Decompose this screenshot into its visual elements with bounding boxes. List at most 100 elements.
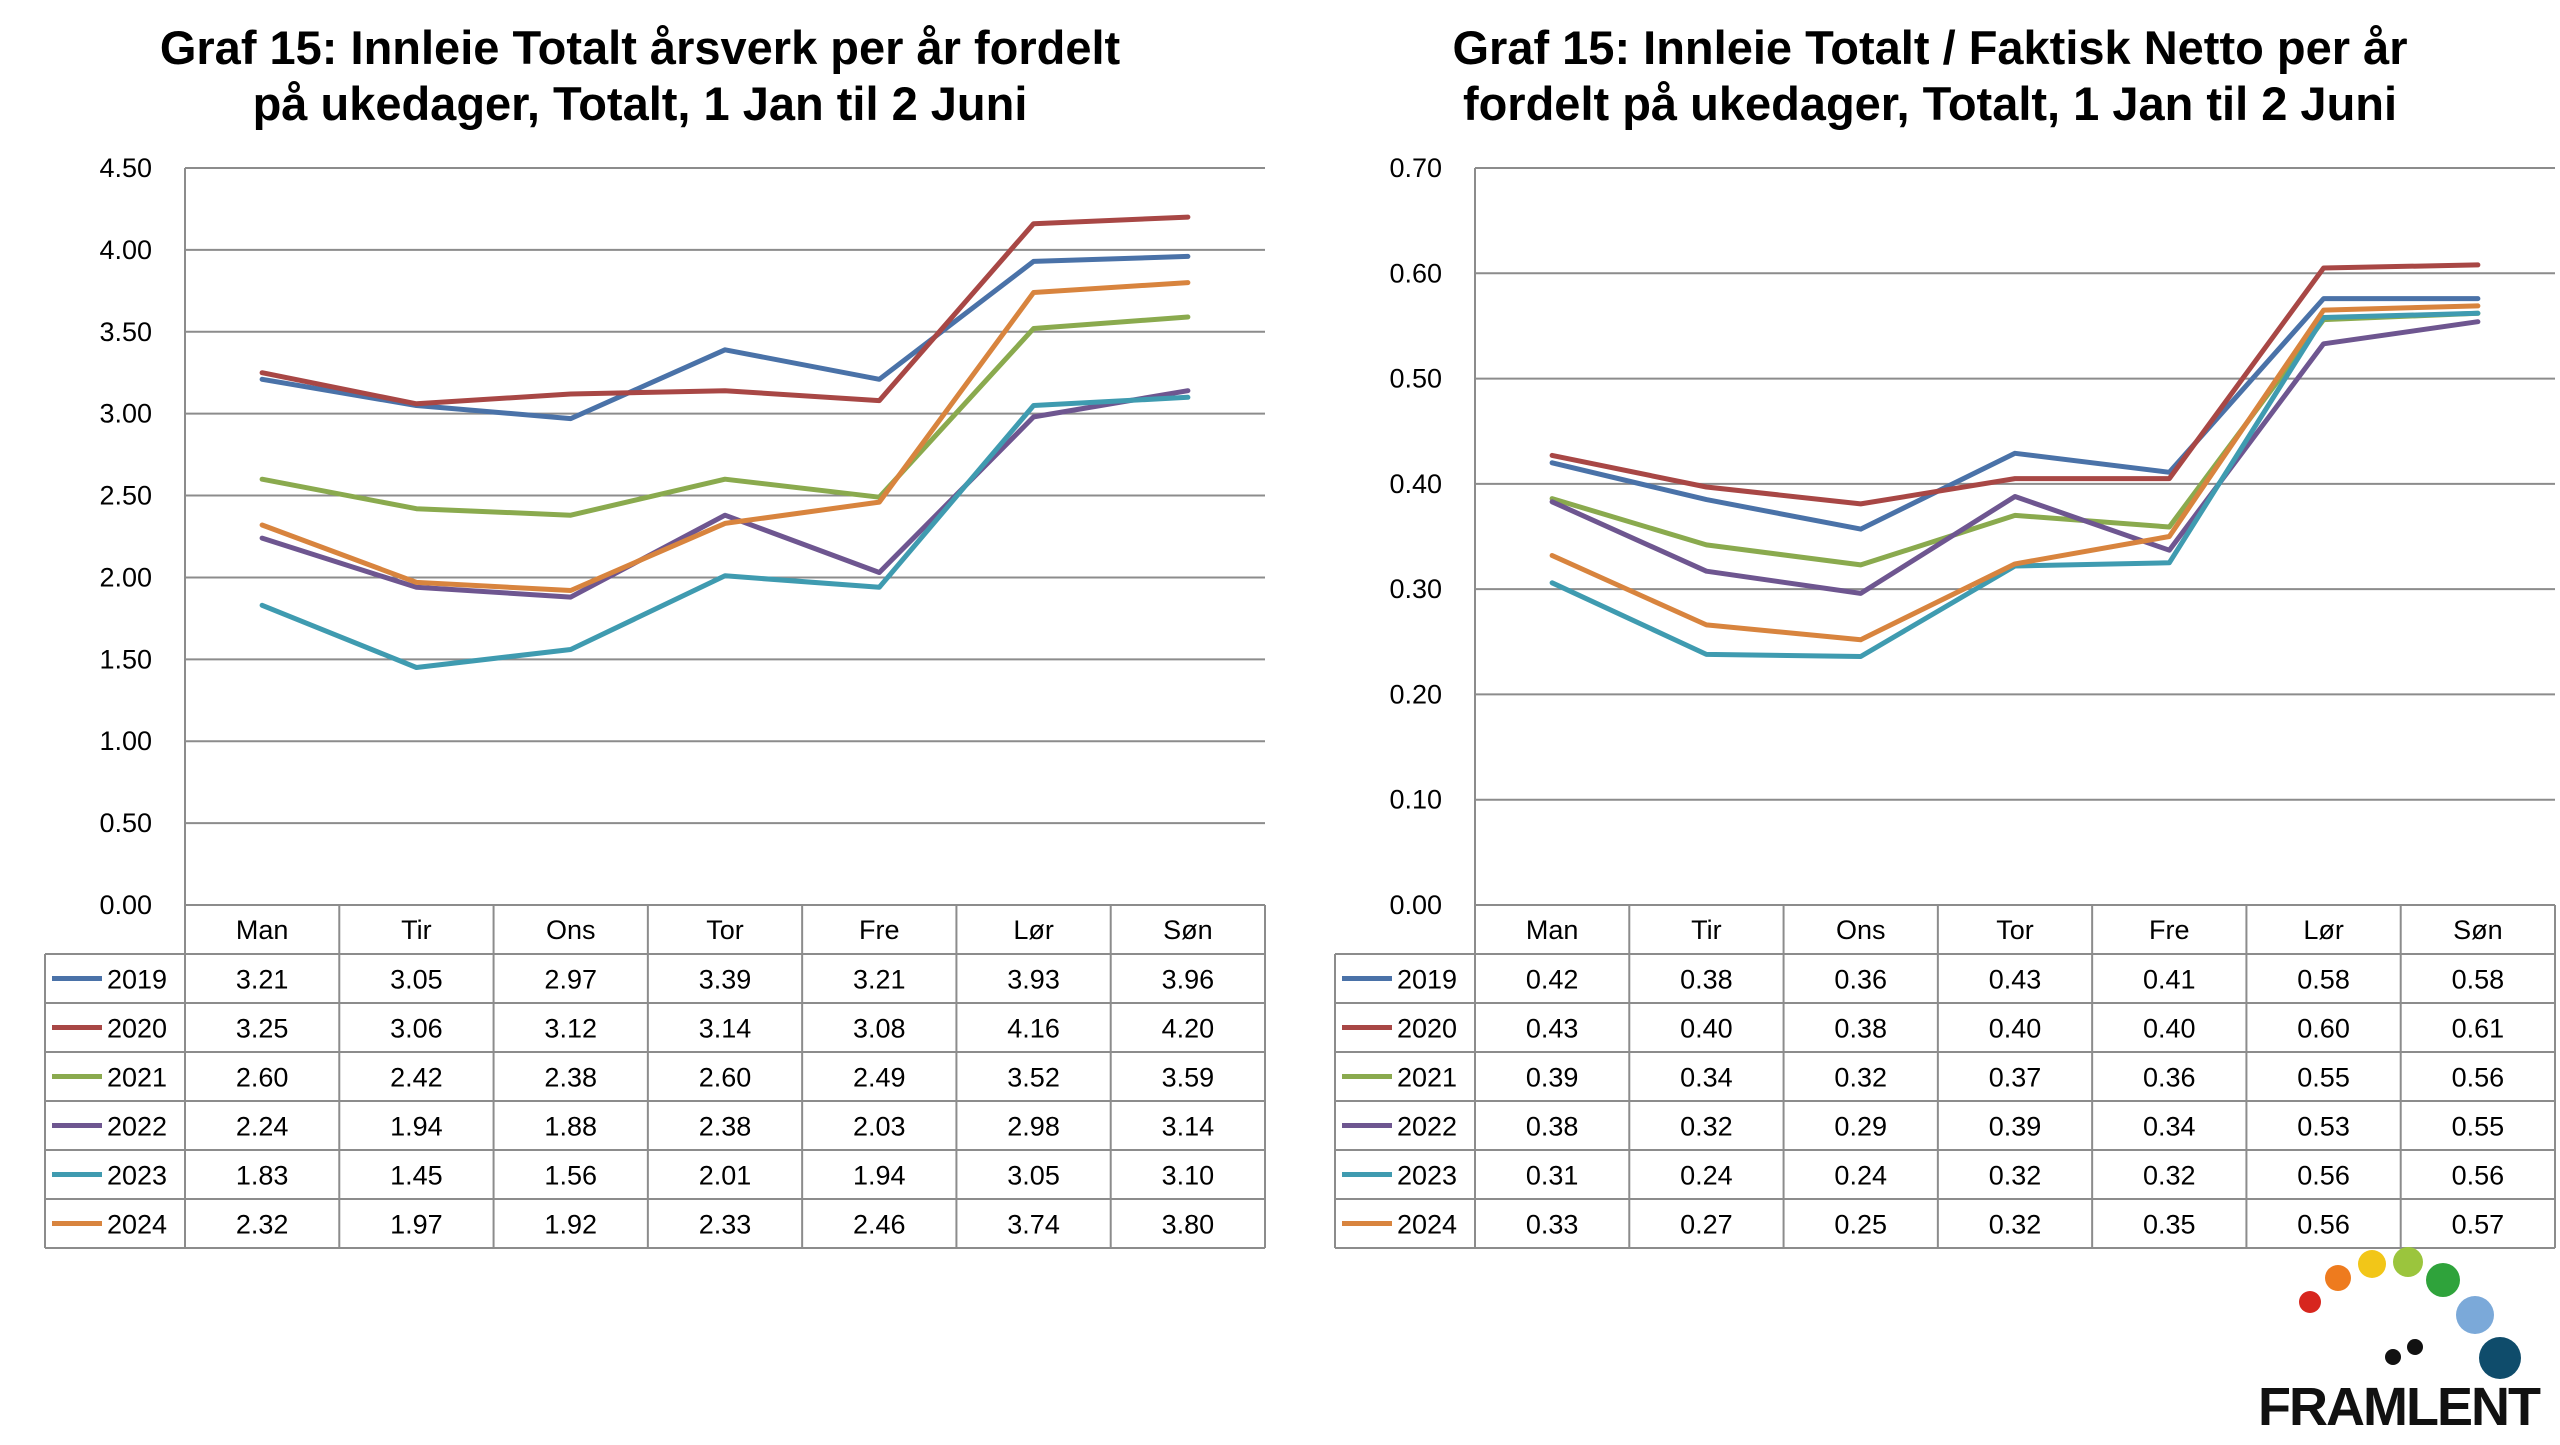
y-tick-label: 0.40: [1389, 469, 1442, 499]
x-category-label: Tir: [1691, 915, 1721, 945]
logo-dot: [2456, 1296, 2494, 1334]
data-label: 0.31: [1526, 1161, 1579, 1191]
logo-wordmark: FRAMLENT: [2258, 1377, 2541, 1437]
logo-figure-head: [2407, 1339, 2423, 1355]
legend-label: 2024: [107, 1210, 167, 1240]
legend-label: 2020: [107, 1014, 167, 1044]
y-tick-label: 1.00: [99, 726, 152, 756]
data-label: 3.59: [1162, 1063, 1215, 1093]
data-label: 3.93: [1007, 965, 1060, 995]
y-tick-label: 0.70: [1389, 153, 1442, 183]
data-label: 1.94: [853, 1161, 906, 1191]
x-category-label: Fre: [2149, 915, 2190, 945]
line-chart-with-data-table: 0.00 0.10 0.20 0.30 0.40 0.50 0.60 0.70 Man Tir On…: [1334, 153, 2556, 1249]
data-label: 0.40: [1680, 1014, 1733, 1044]
data-label: 1.94: [390, 1112, 443, 1142]
series-line-2024: [1549, 303, 2481, 643]
data-label: 3.14: [699, 1014, 752, 1044]
legend-label: 2021: [1397, 1063, 1457, 1093]
data-label: 3.21: [853, 965, 906, 995]
data-label: 0.58: [2452, 965, 2505, 995]
chart-title-line-2: fordelt på ukedager, Totalt, 1 Jan til 2…: [1462, 77, 2398, 130]
data-label: 0.38: [1526, 1112, 1579, 1142]
framlent-logo-graphic: FRAMLENT: [2258, 1247, 2543, 1437]
data-label: 0.34: [2143, 1112, 2196, 1142]
logo-dot: [2299, 1291, 2321, 1313]
legend-label: 2023: [1397, 1161, 1457, 1191]
data-label: 0.36: [1834, 965, 1887, 995]
data-label: 0.32: [2143, 1161, 2196, 1191]
data-label: 0.61: [2452, 1014, 2505, 1044]
x-category-label: Søn: [2453, 915, 2503, 945]
logo-dot: [2325, 1265, 2351, 1291]
data-label: 0.38: [1680, 965, 1733, 995]
data-label: 3.25: [236, 1014, 289, 1044]
data-label: 0.24: [1680, 1161, 1733, 1191]
y-tick-label: 0.30: [1389, 574, 1442, 604]
data-label: 1.97: [390, 1210, 443, 1240]
x-category-label: Tir: [401, 915, 431, 945]
data-label: 0.32: [1834, 1063, 1887, 1093]
data-label: 0.35: [2143, 1210, 2196, 1240]
y-tick-label: 3.00: [99, 399, 152, 429]
data-label: 0.29: [1834, 1112, 1887, 1142]
legend-label: 2024: [1397, 1210, 1457, 1240]
x-category-label: Lør: [2303, 915, 2344, 945]
data-label: 0.40: [1989, 1014, 2042, 1044]
x-category-label: Tor: [1996, 915, 2034, 945]
y-tick-label: 4.00: [99, 235, 152, 265]
data-label: 0.56: [2452, 1063, 2505, 1093]
data-label: 0.43: [1989, 965, 2042, 995]
line-chart-with-data-table: 0.00 0.50 1.00 1.50 2.00 2.50 3.00 3.50 4.00 4.50…: [44, 153, 1266, 1249]
x-category-label: Ons: [546, 915, 596, 945]
data-label: 2.01: [699, 1161, 752, 1191]
data-label: 2.24: [236, 1112, 289, 1142]
framlent-logo: FRAMLENT: [2255, 1240, 2555, 1440]
data-label: 0.25: [1834, 1210, 1887, 1240]
x-category-label: Ons: [1836, 915, 1886, 945]
y-tick-label: 0.00: [1389, 890, 1442, 920]
series-line-2019: [259, 253, 1191, 422]
data-label: 0.56: [2452, 1161, 2505, 1191]
data-label: 3.39: [699, 965, 752, 995]
y-tick-label: 1.50: [99, 644, 152, 674]
data-label: 0.37: [1989, 1063, 2042, 1093]
series-line-2022: [259, 388, 1191, 600]
y-tick-label: 0.60: [1389, 258, 1442, 288]
y-tick-label: 0.10: [1389, 785, 1442, 815]
data-label: 2.46: [853, 1210, 906, 1240]
data-label: 0.60: [2297, 1014, 2350, 1044]
data-label: 3.12: [544, 1014, 597, 1044]
gridlines: [185, 167, 1265, 825]
logo-dot: [2393, 1247, 2423, 1277]
logo-dot: [2358, 1250, 2386, 1278]
data-label: 2.33: [699, 1210, 752, 1240]
data-label: 3.52: [1007, 1063, 1060, 1093]
data-label: 0.56: [2297, 1161, 2350, 1191]
chart-panel-faktisk-netto: Graf 15: Innleie Totalt / Faktisk Netto …: [1290, 0, 2560, 1280]
gridlines: [1475, 167, 2555, 801]
chart-title-line-2: på ukedager, Totalt, 1 Jan til 2 Juni: [252, 77, 1028, 130]
chart-panel-arsverk: Graf 15: Innleie Totalt årsverk per år f…: [0, 0, 1280, 1280]
data-label: 2.97: [544, 965, 597, 995]
legend-label: 2023: [107, 1161, 167, 1191]
y-tick-label: 2.50: [99, 481, 152, 511]
data-label: 0.53: [2297, 1112, 2350, 1142]
data-label: 0.41: [2143, 965, 2196, 995]
data-label: 0.55: [2452, 1112, 2505, 1142]
data-label: 2.38: [699, 1112, 752, 1142]
data-label: 1.83: [236, 1161, 289, 1191]
data-table: Man Tir Ons Tor Fre Lør Søn 2019 3.21 3.05 2.97 3.3…: [44, 904, 1266, 1249]
data-label: 1.45: [390, 1161, 443, 1191]
series-lines: [1549, 262, 2481, 659]
x-category-label: Fre: [859, 915, 900, 945]
data-label: 0.36: [2143, 1063, 2196, 1093]
data-label: 1.88: [544, 1112, 597, 1142]
data-label: 3.74: [1007, 1210, 1060, 1240]
series-line-2023: [259, 394, 1191, 670]
y-tick-label: 0.20: [1389, 679, 1442, 709]
data-label: 3.10: [1162, 1161, 1215, 1191]
data-label: 0.39: [1989, 1112, 2042, 1142]
x-category-label: Lør: [1013, 915, 1054, 945]
chart-title: Graf 15: Innleie Totalt / Faktisk Netto …: [1350, 20, 2510, 132]
